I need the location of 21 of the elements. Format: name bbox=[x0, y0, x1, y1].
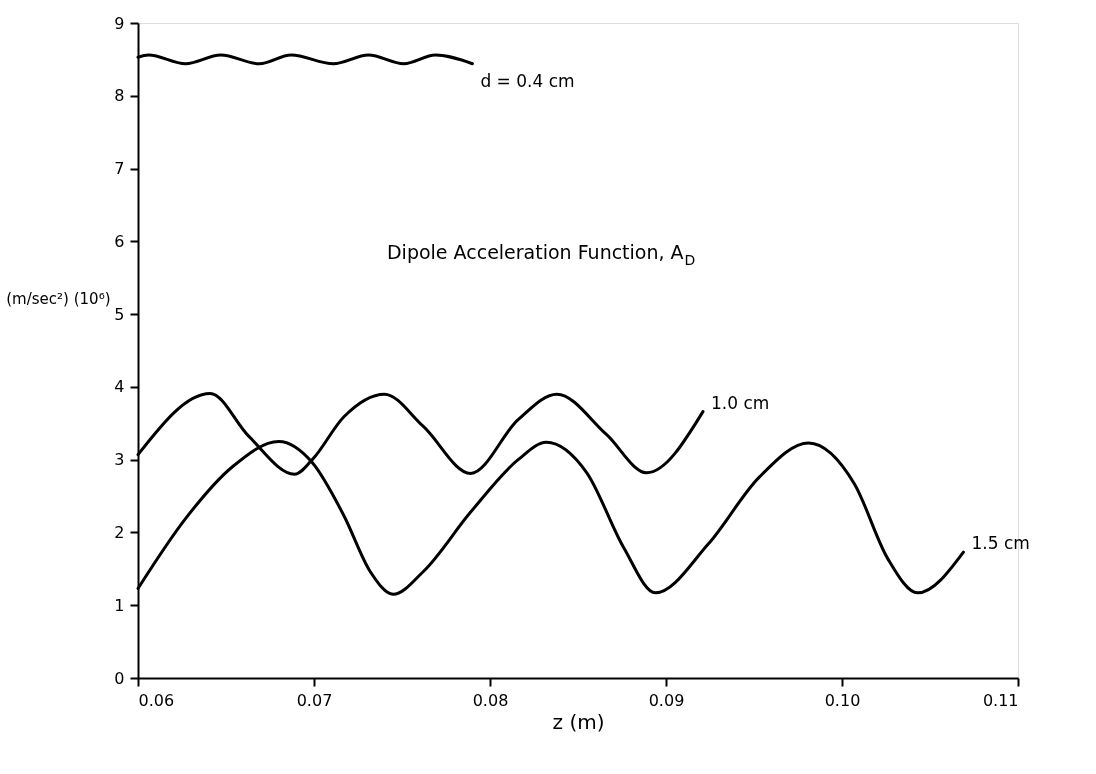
series-label: 1.5 cm bbox=[971, 533, 1030, 554]
y-tick-label: 1 bbox=[114, 595, 125, 615]
x-tick-label: 0.11 bbox=[982, 690, 1019, 710]
series-label: d = 0.4 cm bbox=[480, 70, 575, 91]
series-label: 1.0 cm bbox=[710, 392, 770, 413]
y-tick-label: 9 bbox=[114, 13, 125, 33]
y-tick-label: 5 bbox=[114, 304, 125, 324]
y-tick-label: 6 bbox=[114, 231, 125, 251]
y-tick-label: 0 bbox=[114, 668, 125, 688]
y-tick-label: 3 bbox=[114, 450, 125, 470]
x-tick-label: 0.06 bbox=[138, 690, 175, 710]
x-axis-title: z (m) bbox=[552, 709, 605, 734]
x-tick-label: 0.09 bbox=[648, 690, 685, 710]
x-tick-label: 0.10 bbox=[824, 690, 861, 710]
x-tick-label: 0.07 bbox=[296, 690, 333, 710]
y-tick-label: 7 bbox=[114, 159, 125, 179]
y-tick-label: 8 bbox=[114, 86, 125, 106]
x-tick-label: 0.08 bbox=[472, 690, 509, 710]
y-tick-label: 4 bbox=[114, 377, 125, 397]
y-axis-title: (m/sec²) (10⁶) bbox=[6, 289, 111, 308]
y-tick-label: 2 bbox=[114, 522, 125, 542]
